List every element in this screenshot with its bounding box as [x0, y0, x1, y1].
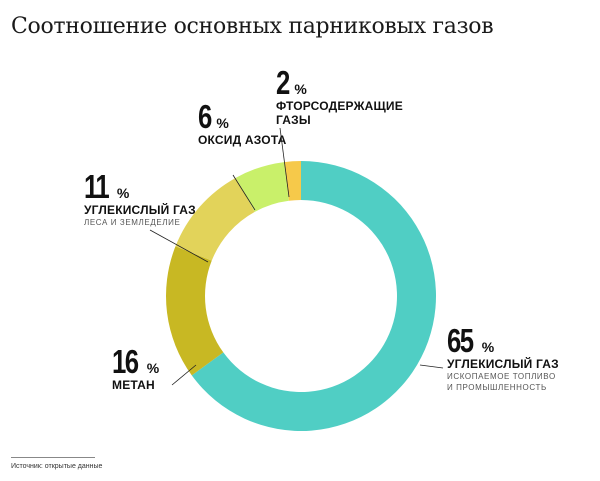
slice-n2o: [235, 162, 289, 212]
value-n2o: 6: [198, 98, 212, 135]
slice-co2-fossil: [191, 161, 436, 432]
slice-methane: [165, 246, 224, 376]
name-n2o: ОКСИД АЗОТА: [198, 133, 287, 147]
percent-sign: %: [481, 339, 495, 355]
label-methane: 16% МЕТАН: [112, 345, 159, 392]
percent-sign: %: [116, 185, 130, 201]
sub-co2-fossil-2: И ПРОМЫШЛЕННОСТЬ: [447, 383, 547, 392]
leader-line-n2o: [232, 174, 256, 211]
name-methane: МЕТАН: [112, 378, 155, 392]
leader-line-co2-fossil: [419, 364, 444, 369]
sub-co2-fossil-1: ИСКОПАЕМОЕ ТОПЛИВО: [447, 372, 556, 381]
footer-divider: [11, 457, 95, 458]
leader-line-co2-forest: [149, 229, 209, 263]
value-co2-fossil: 65: [447, 322, 474, 359]
slice-co2-forest: [175, 177, 255, 261]
name-fluorinated: ФТОРСОДЕРЖАЩИЕ: [276, 99, 403, 113]
value-co2-forest: 11: [84, 168, 110, 205]
percent-sign: %: [216, 115, 229, 131]
name-co2-fossil: УГЛЕКИСЛЫЙ ГАЗ: [447, 357, 559, 371]
leader-line-methane: [171, 364, 197, 386]
chart-title: Соотношение основных парниковых газов: [11, 14, 494, 39]
percent-sign: %: [294, 81, 307, 97]
label-n2o: 6% ОКСИД АЗОТА: [198, 100, 286, 147]
percent-sign: %: [146, 360, 160, 376]
source-note: Источник: открытые данные: [11, 463, 103, 470]
sub-co2-forest: ЛЕСА И ЗЕМЛЕДЕЛИЕ: [84, 218, 181, 227]
value-methane: 16: [112, 343, 139, 380]
name-fluorinated-2: ГАЗЫ: [276, 113, 311, 127]
label-co2-fossil: 65% УГЛЕКИСЛЫЙ ГАЗ ИСКОПАЕМОЕ ТОПЛИВО И …: [447, 324, 559, 393]
label-fluorinated: 2% ФТОРСОДЕРЖАЩИЕ ГАЗЫ: [276, 66, 403, 127]
name-co2-forest: УГЛЕКИСЛЫЙ ГАЗ: [84, 203, 196, 217]
leader-line-fluorinated: [279, 127, 290, 198]
label-co2-forest: 11% УГЛЕКИСЛЫЙ ГАЗ ЛЕСА И ЗЕМЛЕДЕЛИЕ: [84, 170, 196, 228]
value-fluorinated: 2: [276, 64, 290, 101]
